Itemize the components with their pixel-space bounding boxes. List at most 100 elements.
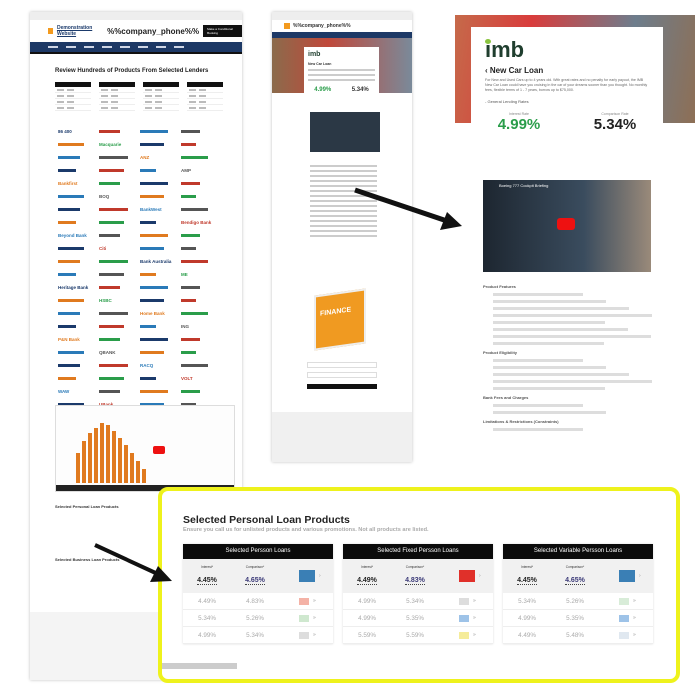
- lender-logo[interactable]: [140, 142, 181, 148]
- lender-logo[interactable]: [99, 324, 140, 330]
- lender-logo[interactable]: [58, 207, 99, 213]
- double-chevron-icon[interactable]: »: [473, 598, 476, 604]
- lender-logo[interactable]: [140, 233, 181, 239]
- lender-logo[interactable]: [181, 142, 222, 148]
- lender-logo[interactable]: [99, 155, 140, 161]
- lender-logo[interactable]: [58, 311, 99, 317]
- lender-logo[interactable]: [58, 168, 99, 174]
- double-chevron-icon[interactable]: »: [633, 632, 636, 638]
- lender-logo[interactable]: AMP: [181, 168, 191, 173]
- video-controls[interactable]: [56, 485, 234, 491]
- lender-logo[interactable]: [99, 311, 140, 317]
- video-thumbnail[interactable]: [55, 405, 235, 492]
- lender-logo[interactable]: Bendigo Bank: [181, 220, 212, 225]
- lender-logo[interactable]: Beyond Bank: [58, 233, 87, 238]
- lender-logo[interactable]: [181, 233, 222, 239]
- lender-logo[interactable]: UBank: [99, 402, 140, 408]
- video-player[interactable]: Boeing 777 Cockpit Briefing: [483, 180, 651, 272]
- lender-logo[interactable]: [58, 142, 99, 148]
- double-chevron-icon[interactable]: »: [313, 632, 316, 638]
- double-chevron-icon[interactable]: »: [313, 598, 316, 604]
- lender-logo[interactable]: [140, 389, 181, 395]
- lender-logo[interactable]: Citi: [99, 246, 107, 251]
- table-row[interactable]: 4.49% 5.48%»: [503, 627, 653, 644]
- table-row[interactable]: 5.34% 5.26%»: [183, 610, 333, 627]
- name-input[interactable]: [307, 362, 377, 368]
- double-chevron-icon[interactable]: »: [313, 615, 316, 621]
- lender-logo[interactable]: [99, 337, 140, 343]
- lender-logo[interactable]: [58, 350, 99, 356]
- double-chevron-icon[interactable]: »: [473, 615, 476, 621]
- lender-logo[interactable]: BOQ: [99, 194, 110, 199]
- lender-logo[interactable]: [58, 272, 99, 278]
- lender-logo[interactable]: RACQ: [140, 363, 154, 368]
- lender-logo[interactable]: [58, 259, 99, 265]
- lender-logo[interactable]: [181, 181, 222, 187]
- lender-logo[interactable]: [58, 376, 99, 382]
- table-row[interactable]: 4.49% 4.83%»: [183, 593, 333, 610]
- lender-logo[interactable]: [140, 376, 181, 382]
- site-name[interactable]: Demonstration Website: [56, 25, 93, 37]
- lender-logo[interactable]: [58, 324, 99, 330]
- lender-logo[interactable]: [99, 233, 140, 239]
- email-input[interactable]: [307, 372, 377, 378]
- chevron-right-icon[interactable]: ›: [639, 573, 641, 579]
- lender-logo[interactable]: [140, 194, 181, 200]
- section-heading[interactable]: Product Eligibility: [483, 350, 518, 355]
- lender-logo[interactable]: Bankfirst: [58, 181, 78, 186]
- lender-logo[interactable]: [181, 129, 222, 135]
- section-heading[interactable]: Product Features: [483, 284, 516, 289]
- lender-logo[interactable]: [58, 402, 99, 408]
- lender-logo[interactable]: [99, 363, 140, 369]
- table-row[interactable]: 5.34% 5.26%»: [503, 593, 653, 610]
- horizontal-scrollbar[interactable]: [162, 663, 237, 669]
- lender-logo[interactable]: [140, 181, 181, 187]
- play-icon[interactable]: [153, 446, 165, 454]
- lender-logo[interactable]: [140, 168, 181, 174]
- lender-logo[interactable]: [140, 337, 181, 343]
- double-chevron-icon[interactable]: »: [633, 598, 636, 604]
- lender-logo[interactable]: [99, 129, 140, 135]
- double-chevron-icon[interactable]: »: [473, 632, 476, 638]
- play-icon[interactable]: [557, 218, 575, 230]
- lender-logo[interactable]: [140, 324, 181, 330]
- lender-logo[interactable]: [181, 350, 222, 356]
- lender-logo[interactable]: [181, 207, 222, 213]
- section-heading[interactable]: Limitations & Restrictions (Constraints): [483, 419, 559, 424]
- lender-logo[interactable]: ME: [181, 272, 188, 277]
- lender-logo[interactable]: [140, 402, 181, 408]
- lender-logo[interactable]: [140, 285, 181, 291]
- lender-logo[interactable]: [58, 298, 99, 304]
- lender-logo[interactable]: [140, 298, 181, 304]
- lender-logo[interactable]: [140, 272, 181, 278]
- lender-logo[interactable]: [58, 155, 99, 161]
- lender-logo[interactable]: BankWest: [140, 207, 162, 212]
- lender-logo[interactable]: [181, 389, 222, 395]
- lender-logo[interactable]: [140, 350, 181, 356]
- table-row[interactable]: 5.59% 5.59%»: [343, 627, 493, 644]
- lender-logo[interactable]: [99, 220, 140, 226]
- lender-logo[interactable]: [140, 246, 181, 252]
- table-row[interactable]: 4.99% 5.35%»: [503, 610, 653, 627]
- lender-logo[interactable]: [58, 194, 99, 200]
- lender-logo[interactable]: [181, 337, 222, 343]
- table-row[interactable]: 4.99% 5.34%»: [343, 593, 493, 610]
- section-heading[interactable]: Bank Fees and Charges: [483, 395, 529, 400]
- product-title[interactable]: ‹ New Car Loan: [485, 66, 544, 75]
- chevron-right-icon[interactable]: ›: [319, 573, 321, 579]
- lender-logo[interactable]: [181, 298, 222, 304]
- booking-button[interactable]: Make a Conditional Booking: [203, 25, 242, 37]
- lender-logo[interactable]: Bank Australia: [140, 259, 172, 264]
- lender-logo[interactable]: [99, 376, 140, 382]
- main-nav[interactable]: [30, 42, 242, 54]
- lender-logo[interactable]: ANZ: [140, 155, 150, 160]
- double-chevron-icon[interactable]: »: [633, 615, 636, 621]
- chevron-right-icon[interactable]: ›: [479, 573, 481, 579]
- lender-logo[interactable]: [99, 181, 140, 187]
- lender-logo[interactable]: [99, 259, 140, 265]
- lender-logo[interactable]: [58, 220, 99, 226]
- lender-logo[interactable]: VOLT: [181, 376, 193, 381]
- featured-row[interactable]: Interest* 4.49% Comparison* 4.83% ›: [343, 559, 493, 593]
- lender-logo[interactable]: WAW: [58, 389, 70, 394]
- lender-logo[interactable]: [181, 285, 222, 291]
